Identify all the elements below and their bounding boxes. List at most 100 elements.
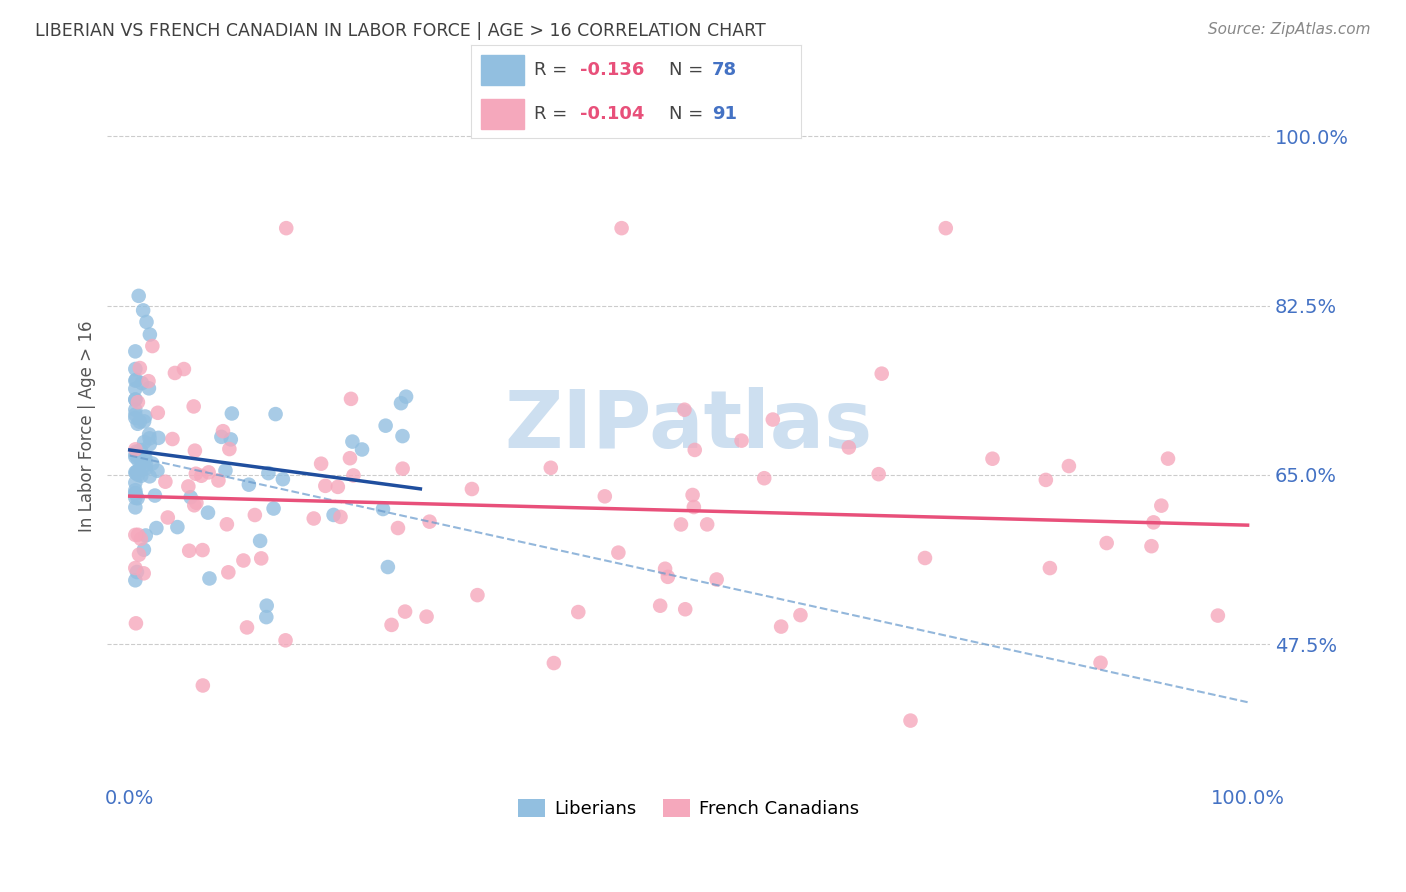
Point <box>730 434 752 448</box>
Point <box>155 475 177 489</box>
Point <box>129 443 152 458</box>
Point <box>326 480 349 494</box>
Point <box>139 327 162 342</box>
Point <box>1090 656 1112 670</box>
Point <box>868 467 890 482</box>
Point <box>650 599 672 613</box>
Point <box>124 475 146 490</box>
Point <box>145 521 167 535</box>
Point <box>350 442 373 457</box>
Point <box>394 605 416 619</box>
Point <box>129 453 152 467</box>
Point <box>391 429 413 443</box>
Point <box>789 608 811 623</box>
Point <box>838 441 860 455</box>
Point <box>391 461 413 475</box>
Point <box>1157 451 1180 466</box>
Text: R =: R = <box>534 105 572 123</box>
Point <box>135 315 157 329</box>
Point <box>249 533 271 548</box>
Point <box>197 466 219 480</box>
Point <box>141 457 163 471</box>
Point <box>132 414 155 428</box>
Point <box>254 610 277 624</box>
Point <box>132 303 155 318</box>
Point <box>682 488 704 502</box>
Point <box>935 221 957 235</box>
Point <box>124 483 146 498</box>
Point <box>754 471 776 485</box>
Point <box>127 395 149 409</box>
Point <box>981 451 1004 466</box>
Point <box>180 490 202 504</box>
Point <box>134 450 156 465</box>
Text: N =: N = <box>669 105 709 123</box>
Point <box>124 408 146 422</box>
Point <box>124 392 146 407</box>
Point <box>215 517 238 532</box>
Point <box>461 482 484 496</box>
Point <box>124 528 146 542</box>
Point <box>419 515 441 529</box>
Point <box>232 553 254 567</box>
Point <box>654 562 676 576</box>
Point <box>173 362 195 376</box>
Point <box>900 714 922 728</box>
Point <box>128 361 150 376</box>
Text: -0.136: -0.136 <box>581 61 644 78</box>
Point <box>124 486 146 500</box>
Point <box>1206 608 1229 623</box>
Point <box>1039 561 1062 575</box>
Point <box>125 444 148 458</box>
Point <box>329 509 352 524</box>
Point <box>146 464 169 478</box>
Point <box>371 502 394 516</box>
Point <box>696 517 718 532</box>
Point <box>139 437 162 451</box>
Point <box>124 466 146 480</box>
Point <box>197 506 219 520</box>
Point <box>135 461 157 475</box>
Point <box>340 392 363 406</box>
Point <box>238 477 260 491</box>
Point <box>124 382 146 396</box>
Point <box>214 464 236 478</box>
Point <box>567 605 589 619</box>
Point <box>243 508 266 522</box>
Point <box>191 543 214 558</box>
Point <box>236 620 259 634</box>
Point <box>163 366 186 380</box>
Point <box>138 427 160 442</box>
Point <box>127 417 149 431</box>
Point <box>657 570 679 584</box>
Point <box>177 479 200 493</box>
Point <box>415 609 437 624</box>
Point <box>166 520 188 534</box>
Point <box>276 221 298 235</box>
Text: LIBERIAN VS FRENCH CANADIAN IN LABOR FORCE | AGE > 16 CORRELATION CHART: LIBERIAN VS FRENCH CANADIAN IN LABOR FOR… <box>35 22 766 40</box>
Point <box>219 433 242 447</box>
Point <box>135 458 157 472</box>
Point <box>314 479 336 493</box>
Point <box>198 571 221 585</box>
Y-axis label: In Labor Force | Age > 16: In Labor Force | Age > 16 <box>79 321 96 533</box>
Point <box>124 450 146 464</box>
Point <box>127 467 149 482</box>
Point <box>127 528 149 542</box>
Point <box>1150 499 1173 513</box>
Point <box>124 561 146 575</box>
Point <box>706 573 728 587</box>
Point <box>271 472 294 486</box>
Point <box>124 442 146 457</box>
Point <box>217 566 239 580</box>
Point <box>138 374 160 388</box>
Text: 91: 91 <box>713 105 737 123</box>
Point <box>143 489 166 503</box>
Point <box>1140 539 1163 553</box>
Point <box>183 498 205 512</box>
Point <box>669 517 692 532</box>
Point <box>770 619 793 633</box>
Point <box>380 618 402 632</box>
Point <box>207 474 229 488</box>
Point <box>274 633 297 648</box>
